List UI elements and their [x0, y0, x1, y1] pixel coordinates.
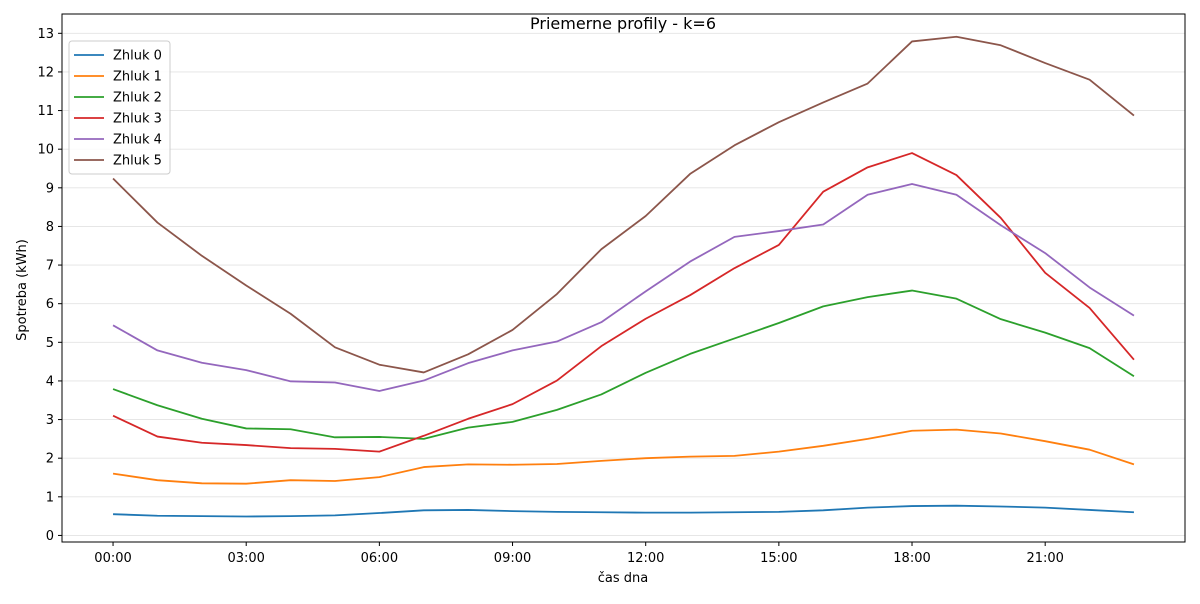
x-tick-label: 12:00 [627, 551, 664, 566]
x-tick-label: 21:00 [1026, 551, 1063, 566]
y-tick-label: 2 [46, 452, 54, 467]
y-tick-label: 3 [46, 413, 54, 428]
series-line-4 [112, 183, 1135, 392]
legend-label: Zhluk 0 [113, 49, 162, 64]
legend-label: Zhluk 1 [113, 70, 162, 85]
series-line-0 [113, 504, 1134, 518]
x-tick-label: 15:00 [760, 551, 797, 566]
series-line-5 [112, 35, 1135, 374]
plot-frame [61, 13, 1186, 543]
y-tick-label: 5 [46, 336, 54, 351]
y-tick-label: 13 [37, 27, 54, 42]
legend-label: Zhluk 2 [113, 91, 162, 106]
legend-label: Zhluk 4 [113, 133, 162, 148]
legend: Zhluk 0 Zhluk 1 Zhluk 2 Zhluk 3 Zhluk 4 Zhluk… [68, 40, 171, 175]
x-tick-label: 06:00 [361, 551, 398, 566]
series-line-1 [112, 428, 1135, 485]
y-tick-label: 4 [46, 374, 54, 389]
y-tick-label: 6 [46, 297, 54, 312]
x-tick-label: 00:00 [94, 551, 131, 566]
series-line-3 [112, 152, 1135, 453]
grid-lines [62, 32, 1185, 536]
y-tick-label: 12 [37, 65, 54, 80]
x-tick-label: 03:00 [227, 551, 264, 566]
legend-label: Zhluk 3 [113, 112, 162, 127]
chart-title: Priemerne profily - k=6 [530, 14, 716, 33]
y-tick-label: 7 [46, 259, 54, 274]
y-tick-label: 0 [46, 529, 54, 544]
series-line-2 [112, 289, 1135, 440]
y-tick-label: 10 [37, 143, 54, 158]
y-tick-label: 9 [46, 181, 54, 196]
x-tick-label: 09:00 [494, 551, 531, 566]
y-axis-label: Spotreba (kWh) [15, 239, 30, 341]
y-tick-label: 8 [46, 220, 54, 235]
legend-box [68, 40, 171, 175]
legend-label: Zhluk 5 [113, 154, 162, 169]
series-lines [112, 35, 1135, 518]
y-tick-label: 1 [46, 490, 54, 505]
x-axis-label: čas dna [598, 571, 648, 586]
y-tick-label: 11 [37, 104, 54, 119]
x-tick-label: 18:00 [893, 551, 930, 566]
